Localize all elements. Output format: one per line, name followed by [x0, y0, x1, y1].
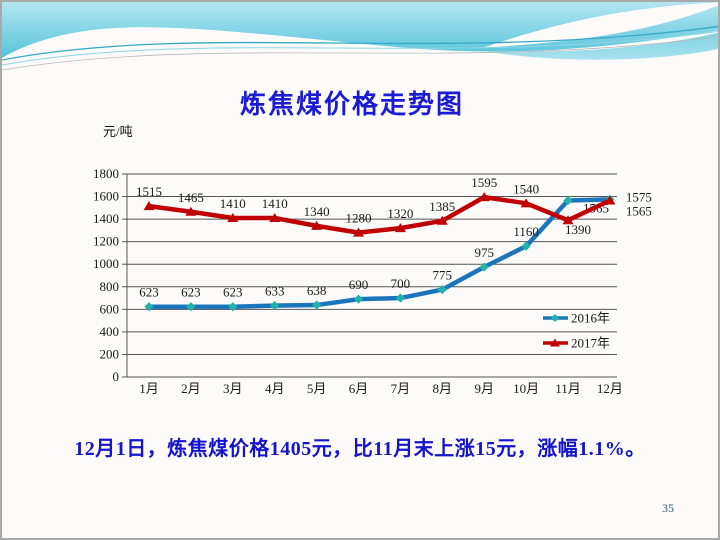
data-label-2016年: 975 [474, 245, 494, 260]
y-axis-tick-label: 1400 [93, 211, 119, 226]
x-axis-label: 8月 [433, 381, 453, 396]
data-label-2017年: 1385 [429, 199, 455, 214]
x-axis-label: 11月 [555, 381, 581, 396]
data-label-2016年: 623 [181, 285, 201, 300]
x-axis-label: 12月 [597, 381, 623, 396]
legend-label-2016年: 2016年 [571, 311, 610, 326]
marker-2016年 [395, 293, 405, 303]
marker-2016年 [228, 302, 238, 312]
marker-2016年 [270, 301, 280, 311]
y-axis-unit-label: 元/吨 [103, 124, 133, 139]
marker-2017年 [604, 195, 616, 205]
x-axis-label: 6月 [349, 381, 369, 396]
marker-2017年 [394, 223, 406, 233]
data-label-2017年: 1565 [626, 204, 652, 219]
y-axis-tick-label: 1200 [93, 234, 119, 249]
data-label-2017年: 1410 [220, 196, 246, 211]
data-label-2017年: 1280 [346, 211, 372, 226]
data-label-2017年: 1540 [513, 181, 539, 196]
y-axis-tick-label: 800 [100, 279, 120, 294]
marker-2016年 [312, 300, 322, 310]
data-label-2016年: 700 [391, 276, 411, 291]
page-title: 炼焦煤价格走势图 [239, 90, 464, 119]
data-label-2016年: 1160 [513, 224, 539, 239]
y-axis-tick-label: 1600 [93, 189, 119, 204]
marker-2017年 [269, 212, 281, 222]
marker-2016年 [186, 302, 196, 312]
marker-2017年 [520, 198, 532, 208]
marker-2016年 [521, 241, 531, 251]
data-label-2016年: 623 [223, 285, 243, 300]
data-label-2016年: 623 [139, 285, 159, 300]
series-line-2017年 [146, 194, 613, 235]
y-axis-tick-label: 1000 [93, 256, 119, 271]
y-axis-tick-label: 600 [100, 301, 120, 316]
x-axis-label: 4月 [265, 381, 285, 396]
data-label-2017年: 1595 [471, 175, 497, 190]
marker-2017年 [143, 201, 155, 211]
y-axis-tick-label: 1800 [93, 166, 119, 181]
caption-text: 12月1日，炼焦煤价格1405元，比11月末上涨15元，涨幅1.1%。 [74, 438, 646, 460]
data-label-2017年: 1465 [178, 190, 204, 205]
data-label-2017年: 1515 [136, 184, 162, 199]
x-axis-label: 7月 [391, 381, 411, 396]
marker-2017年 [185, 206, 197, 216]
marker-2017年 [478, 192, 490, 202]
data-label-2016年: 638 [307, 283, 327, 298]
data-label-2017年: 1340 [304, 204, 330, 219]
data-label-2017年: 1410 [262, 196, 288, 211]
marker-2017年 [562, 215, 574, 225]
x-axis-label: 3月 [223, 381, 243, 396]
marker-2016年 [437, 284, 447, 295]
y-axis-tick-label: 400 [100, 324, 120, 339]
data-label-2017年: 1320 [387, 206, 413, 221]
x-axis-label: 5月 [307, 381, 327, 396]
data-label-2016年: 690 [349, 277, 369, 292]
marker-2016年 [479, 262, 489, 272]
marker-2017年 [436, 215, 448, 225]
data-label-2017年: 1390 [565, 222, 591, 237]
legend-label-2017年: 2017年 [571, 336, 610, 351]
marker-2017年 [227, 212, 239, 222]
legend-marker-2017年 [550, 338, 560, 347]
x-axis-label: 1月 [139, 381, 159, 396]
series-line-2016年 [146, 197, 613, 309]
marker-2016年 [563, 195, 573, 206]
marker-2016年 [144, 302, 154, 312]
x-axis-label: 2月 [181, 381, 201, 396]
x-axis-label: 9月 [474, 381, 494, 396]
data-label-2016年: 633 [265, 284, 285, 299]
legend-marker-2016年 [551, 314, 559, 322]
data-label-2016年: 775 [433, 268, 453, 283]
x-axis-label: 10月 [513, 381, 539, 396]
y-axis-tick-label: 200 [100, 346, 120, 361]
marker-2017年 [353, 227, 364, 237]
data-label-2016年: 1575 [626, 189, 652, 204]
page-number: 35 [662, 501, 674, 515]
y-axis-tick-label: 0 [113, 369, 120, 384]
marker-2017年 [311, 220, 323, 230]
marker-2016年 [353, 294, 364, 304]
